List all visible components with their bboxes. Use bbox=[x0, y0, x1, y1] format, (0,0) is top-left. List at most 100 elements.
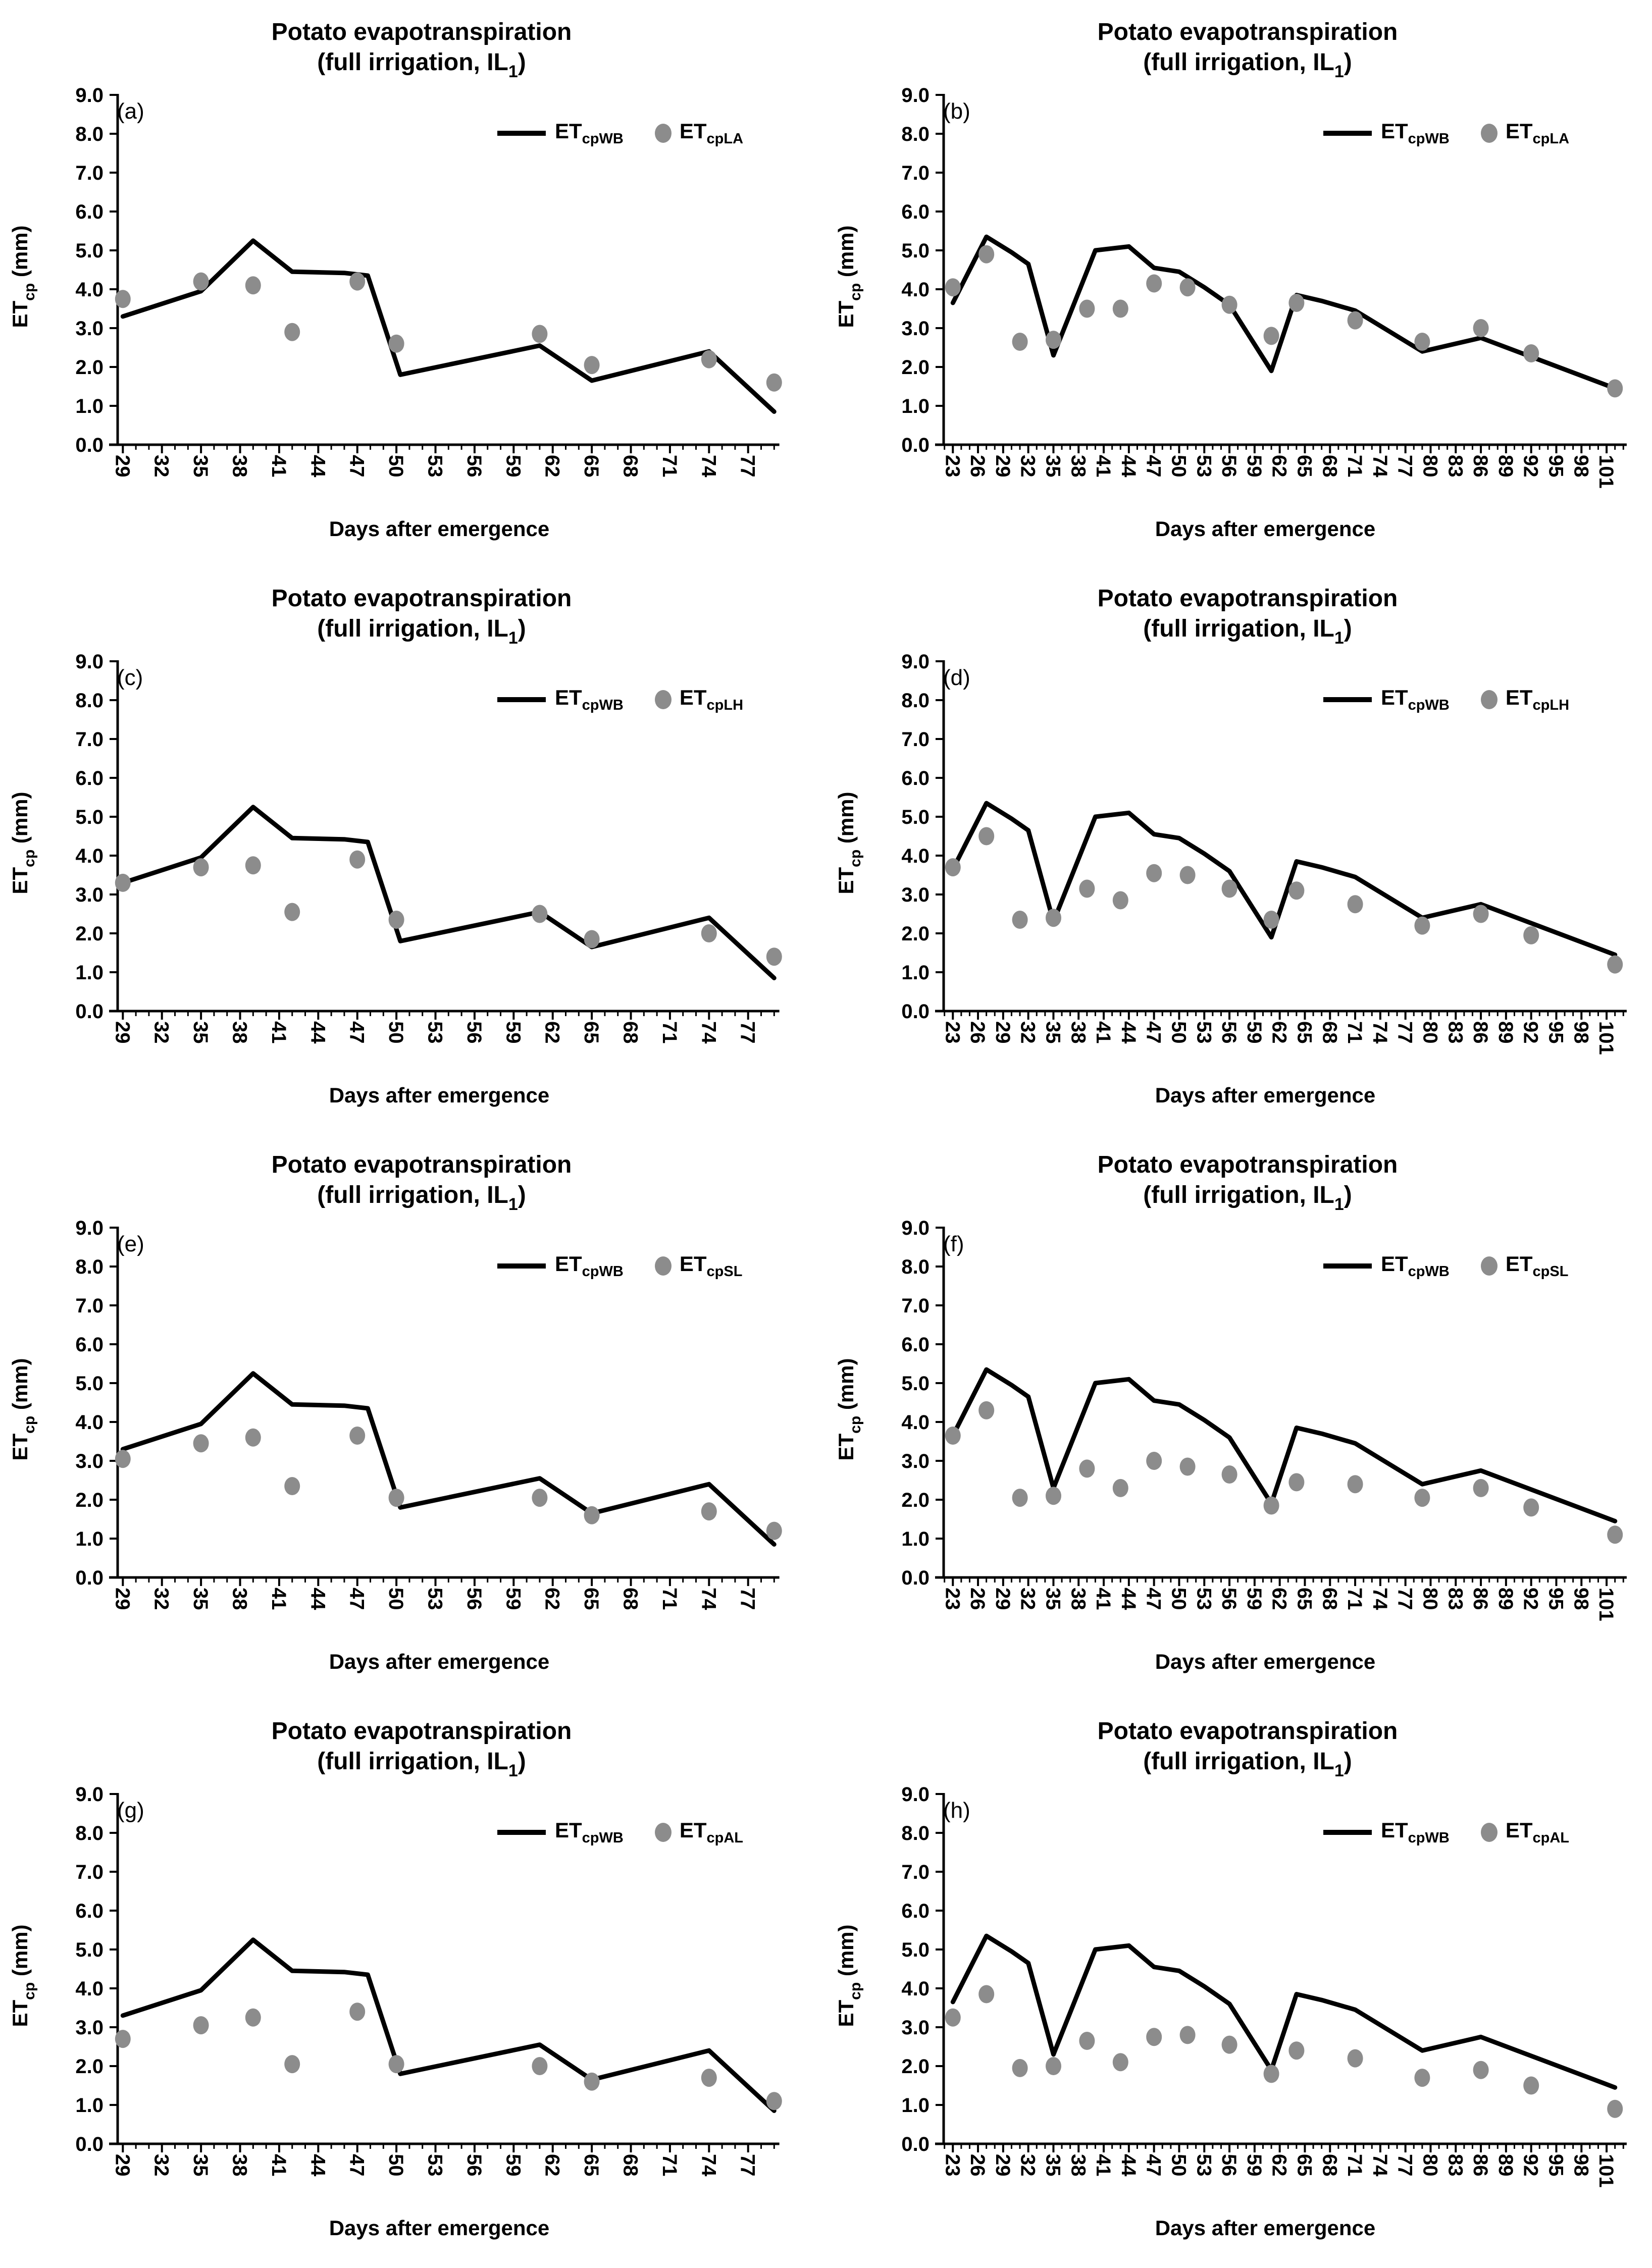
legend-line-series-prefix: ET bbox=[1381, 1252, 1408, 1276]
y-tick-label: 6.0 bbox=[75, 1900, 104, 1922]
y-tick-label: 5.0 bbox=[901, 1373, 930, 1395]
x-tick-label: 77 bbox=[737, 1588, 759, 1610]
legend-line-swatch bbox=[497, 131, 546, 136]
chart-title-line2-post: ) bbox=[1344, 49, 1352, 76]
line-series bbox=[950, 1933, 1618, 2090]
x-tick-label: 26 bbox=[966, 1021, 989, 1044]
data-point bbox=[1221, 2035, 1237, 2054]
plot-area: 0.0 1.0 2.0 3.0 4.0 5.0 6.0 7.0 8.0 9.0 23 26 29 32 35… bbox=[834, 1217, 1627, 1621]
x-tick-label: 32 bbox=[1017, 1588, 1039, 1610]
data-point bbox=[1263, 2065, 1279, 2083]
y-tick-label: 1.0 bbox=[75, 962, 104, 984]
chart-title-line2-pre: (full irrigation, IL bbox=[1143, 1748, 1334, 1775]
x-tick-label: 65 bbox=[1293, 2154, 1315, 2177]
chart-title-line2-pre: (full irrigation, IL bbox=[1143, 1182, 1334, 1208]
chart-title-line2-post: ) bbox=[518, 49, 526, 76]
chart-panel: Potato evapotranspiration (full irrigati… bbox=[826, 566, 1652, 1133]
x-tick-label: 32 bbox=[150, 455, 173, 478]
x-tick-label: 50 bbox=[385, 2154, 407, 2177]
chart-panel: Potato evapotranspiration (full irrigati… bbox=[826, 1699, 1652, 2266]
legend: ETcpWB ETcpSL bbox=[1323, 1251, 1568, 1281]
x-tick-label: 101 bbox=[1595, 1588, 1617, 1621]
data-point bbox=[388, 911, 404, 929]
legend-dot-series-subscript: cpLH bbox=[1532, 697, 1570, 713]
x-tick-label: 74 bbox=[697, 1021, 719, 1044]
y-tick-label: 9.0 bbox=[901, 1783, 930, 1806]
chart-title-line1: Potato evapotranspiration bbox=[271, 1718, 572, 1745]
y-axis-title: ETcp (mm) bbox=[8, 792, 38, 894]
x-axis-title: Days after emergence bbox=[1155, 517, 1376, 541]
x-tick-label: 53 bbox=[424, 1021, 446, 1044]
dot-series bbox=[945, 245, 1623, 398]
x-tick-label: 62 bbox=[541, 455, 563, 478]
y-axis-title: ETcp (mm) bbox=[8, 1358, 38, 1460]
x-tick-label: 32 bbox=[1017, 455, 1039, 478]
legend-dot-series-label: ETcpLA bbox=[1506, 119, 1569, 147]
y-tick-label: 1.0 bbox=[901, 2094, 930, 2117]
y-tick-label: 0.0 bbox=[75, 2133, 104, 2155]
chart-title: Potato evapotranspiration (full irrigati… bbox=[835, 1716, 1652, 1786]
x-tick-label: 26 bbox=[966, 455, 989, 478]
x-tick-label: 71 bbox=[658, 1588, 681, 1610]
panel-label: (f) bbox=[943, 1232, 964, 1256]
y-tick-label: 0.0 bbox=[901, 434, 930, 456]
chart-title-line2-post: ) bbox=[518, 615, 526, 642]
x-tick-label: 56 bbox=[463, 455, 485, 478]
x-tick-label: 62 bbox=[1268, 1021, 1290, 1044]
panel-label: (g) bbox=[117, 1798, 144, 1823]
legend-line-series-label: ETcpWB bbox=[555, 685, 624, 714]
y-tick-label: 1.0 bbox=[75, 1528, 104, 1550]
chart-panel: Potato evapotranspiration (full irrigati… bbox=[826, 1133, 1652, 1700]
y-tick-label: 8.0 bbox=[901, 1822, 930, 1844]
legend-line-series-subscript: cpWB bbox=[582, 697, 624, 713]
x-tick-label: 68 bbox=[1318, 2154, 1340, 2177]
legend-line-series-subscript: cpWB bbox=[582, 1830, 624, 1846]
x-tick-label: 32 bbox=[1017, 1021, 1039, 1044]
chart-panel: Potato evapotranspiration (full irrigati… bbox=[0, 566, 826, 1133]
x-tick-label: 77 bbox=[1394, 1588, 1416, 1610]
y-tick-label: 5.0 bbox=[75, 806, 104, 828]
x-axis: 23 26 29 32 35 38 41 44 47 50 53 56 59 62 65 68 71 74 77 80… bbox=[935, 2142, 1627, 2188]
y-tick-label: 9.0 bbox=[75, 651, 104, 673]
legend-dot-series-prefix: ET bbox=[1505, 1818, 1533, 1842]
data-point bbox=[1263, 911, 1279, 929]
x-tick-label: 53 bbox=[1193, 1021, 1215, 1044]
plot-area: 0.0 1.0 2.0 3.0 4.0 5.0 6.0 7.0 8.0 9.0 29 32 35 38 41… bbox=[8, 1217, 782, 1610]
data-point bbox=[284, 323, 300, 341]
chart-title-line2-post: ) bbox=[518, 1182, 526, 1208]
data-point bbox=[1012, 2059, 1028, 2077]
x-tick-label: 74 bbox=[1369, 2154, 1391, 2177]
data-point bbox=[115, 2030, 131, 2048]
data-point bbox=[1112, 2053, 1128, 2072]
legend-line-series-label: ETcpWB bbox=[1381, 1252, 1450, 1280]
data-point bbox=[1607, 1525, 1623, 1544]
legend-dot-series-label: ETcpLH bbox=[1506, 685, 1569, 714]
x-axis: 23 26 29 32 35 38 41 44 47 50 53 56 59 62 65 68 71 74 77 80… bbox=[935, 443, 1627, 489]
y-tick-label: 4.0 bbox=[75, 1978, 104, 2000]
legend-dot-swatch bbox=[1480, 1823, 1498, 1842]
chart-title: Potato evapotranspiration (full irrigati… bbox=[835, 584, 1652, 653]
x-tick-label: 95 bbox=[1544, 455, 1567, 478]
data-point bbox=[945, 2008, 961, 2027]
chart-title-line2-post: ) bbox=[1344, 615, 1352, 642]
data-point bbox=[1347, 2049, 1363, 2068]
data-point bbox=[766, 947, 782, 966]
data-point bbox=[1607, 2099, 1623, 2118]
x-tick-label: 77 bbox=[1394, 1021, 1416, 1044]
x-tick-label: 68 bbox=[1318, 455, 1340, 478]
chart-title-line2-subscript: 1 bbox=[1334, 1761, 1344, 1780]
y-axis: 0.0 1.0 2.0 3.0 4.0 5.0 6.0 7.0 8.0 9.0 bbox=[75, 1783, 119, 2155]
data-point bbox=[1607, 379, 1623, 398]
y-tick-label: 3.0 bbox=[901, 2017, 930, 2039]
y-tick-label: 8.0 bbox=[901, 690, 930, 712]
legend-dot-series-subscript: cpLH bbox=[706, 697, 744, 713]
data-point bbox=[1288, 294, 1305, 312]
data-point bbox=[193, 1434, 209, 1453]
x-tick-label: 29 bbox=[111, 1021, 133, 1044]
x-tick-label: 50 bbox=[1167, 1021, 1190, 1044]
data-point bbox=[945, 858, 961, 877]
y-tick-label: 3.0 bbox=[901, 884, 930, 906]
x-tick-label: 62 bbox=[1268, 1588, 1290, 1610]
data-point bbox=[1079, 1459, 1095, 1478]
